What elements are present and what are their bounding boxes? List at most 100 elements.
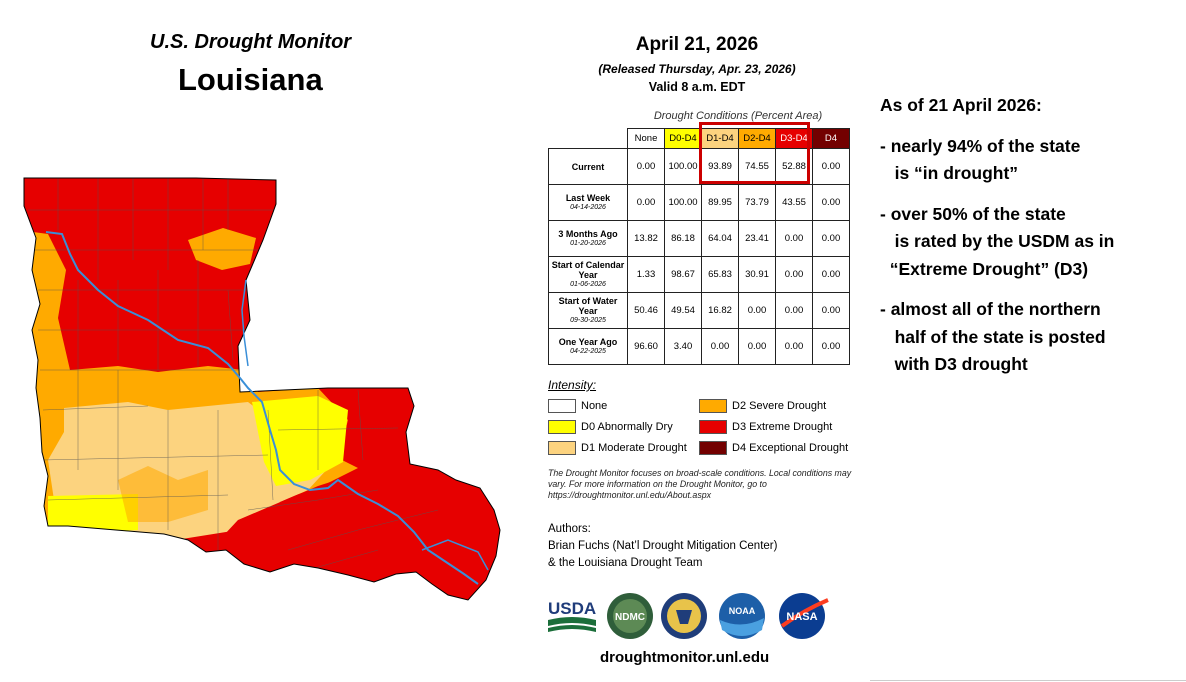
- table-cell: 30.91: [738, 256, 776, 293]
- table-cell: 0.00: [812, 328, 850, 365]
- legend-item-d2: D2 Severe Drought: [699, 399, 826, 413]
- row-label: Start of Calendar Year 01-06-2026: [548, 256, 628, 293]
- row-label: Start of Water Year 09-30-2025: [548, 292, 628, 329]
- table-row: Last Week 04-14-2026 0.00 100.00 89.95 73.79 4…: [548, 184, 850, 221]
- louisiana-drought-map: [23, 177, 501, 601]
- table-cell: 23.41: [738, 220, 776, 257]
- table-cell: 43.55: [775, 184, 813, 221]
- nasa-logo-text: NASA: [786, 611, 817, 623]
- col-d3-d4: D3-D4: [775, 128, 813, 149]
- table-cell: 49.54: [664, 292, 702, 329]
- table-row: One Year Ago 04-22-2025 96.60 3.40 0.00 0.00 0…: [548, 328, 850, 365]
- note-line: half of the state is posted: [880, 326, 1106, 347]
- legend-item-d4: D4 Exceptional Drought: [699, 441, 848, 455]
- table-cell: 0.00: [627, 148, 665, 185]
- table-cell: 50.46: [627, 292, 665, 329]
- table-cell: 0.00: [812, 292, 850, 329]
- table-cell: 52.88: [775, 148, 813, 185]
- note-line: - over 50% of the state: [880, 203, 1066, 224]
- legend-label: None: [581, 400, 608, 412]
- row-date: 09-30-2025: [570, 317, 606, 324]
- note-line: is rated by the USDM as in: [880, 231, 1115, 251]
- row-date: 04-14-2026: [570, 204, 606, 211]
- table-cell: 0.00: [775, 328, 813, 365]
- row-label: Current: [548, 148, 628, 185]
- table-cell: 0.00: [627, 184, 665, 221]
- source-url[interactable]: droughtmonitor.unl.edu: [600, 649, 770, 666]
- table-cell: 0.00: [775, 292, 813, 329]
- current-d1-d3-highlight: [699, 122, 810, 184]
- row-label: 3 Months Ago 01-20-2026: [548, 220, 628, 257]
- table-cell: 96.60: [627, 328, 665, 365]
- row-date: 04-22-2025: [570, 348, 606, 355]
- authors-block: Authors: Brian Fuchs (Nat’l Drought Miti…: [548, 521, 777, 572]
- table-cell: 64.04: [701, 220, 739, 257]
- legend-label: D2 Severe Drought: [732, 400, 827, 412]
- table-row: Start of Calendar Year 01-06-2026 1.33 98.6…: [548, 256, 850, 293]
- table-cell: 89.95: [701, 184, 739, 221]
- table-row: Start of Water Year 09-30-2025 50.46 49.54 1…: [548, 292, 850, 329]
- noaa-logo: NOAA: [719, 593, 765, 639]
- note-item: - over 50% of the state is rated by the …: [880, 201, 1180, 284]
- legend-swatch: [548, 399, 576, 413]
- table-cell: 100.00: [664, 184, 702, 221]
- legend-swatch: [699, 441, 727, 455]
- table-cell: 65.83: [701, 256, 739, 293]
- table-cell: 0.00: [812, 220, 850, 257]
- table-cell: 0.00: [775, 220, 813, 257]
- legend-item-none: None: [548, 399, 607, 413]
- notes-heading: As of 21 April 2026:: [880, 95, 1042, 115]
- table-row: Current 0.00 100.00 93.89 74.55 52.88 0.00: [548, 148, 850, 185]
- drought-conditions-table: None D0-D4 D1-D4 D2-D4 D3-D4 D4 Current 0…: [548, 128, 850, 365]
- table-title: Drought Conditions (Percent Area): [653, 110, 823, 122]
- legend-label: D0 Abnormally Dry: [581, 421, 673, 433]
- table-header-row: None D0-D4 D1-D4 D2-D4 D3-D4 D4: [549, 128, 850, 149]
- table-cell: 98.67: [664, 256, 702, 293]
- row-label-text: Start of Water Year: [558, 296, 618, 316]
- note-line: is “in drought”: [880, 163, 1019, 183]
- ndmc-logo-text: NDMC: [615, 612, 645, 623]
- authors-label: Authors:: [548, 523, 591, 535]
- row-label: Last Week 04-14-2026: [548, 184, 628, 221]
- legend-title: Intensity:: [548, 378, 597, 392]
- table-row: 3 Months Ago 01-20-2026 13.82 86.18 64.04 23.…: [548, 220, 850, 257]
- ndmc-logo: NDMC: [607, 593, 653, 639]
- table-cell: 0.00: [701, 328, 739, 365]
- row-label-text: Start of Calendar Year: [551, 260, 625, 280]
- row-date: 01-20-2026: [570, 240, 606, 247]
- note-line: - nearly 94% of the state: [880, 135, 1081, 156]
- release-date: (Released Thursday, Apr. 23, 2026): [598, 62, 796, 76]
- row-label-text: One Year Ago: [558, 337, 618, 347]
- legend-swatch: [548, 420, 576, 434]
- note-item: - almost all of the northern half of the…: [880, 296, 1180, 379]
- map-date: April 21, 2026: [635, 34, 759, 55]
- table-cell: 0.00: [738, 328, 776, 365]
- doc-seal-logo: [661, 593, 707, 639]
- table-cell: 0.00: [812, 256, 850, 293]
- row-label: One Year Ago 04-22-2025: [548, 328, 628, 365]
- legend-label: D4 Exceptional Drought: [732, 442, 849, 454]
- legend-item-d3: D3 Extreme Drought: [699, 420, 832, 434]
- table-cell: 86.18: [664, 220, 702, 257]
- usda-logo-text: USDA: [548, 599, 596, 618]
- col-none: None: [627, 128, 665, 149]
- valid-time: Valid 8 a.m. EDT: [648, 80, 746, 94]
- legend-item-d0: D0 Abnormally Dry: [548, 420, 673, 434]
- legend-swatch: [699, 420, 727, 434]
- table-cell: 3.40: [664, 328, 702, 365]
- note-line: with D3 drought: [880, 354, 1028, 374]
- table-cell: 13.82: [627, 220, 665, 257]
- table-cell: 100.00: [664, 148, 702, 185]
- author-line: Brian Fuchs (Nat’l Drought Mitigation Ce…: [548, 540, 778, 552]
- note-line: - almost all of the northern: [880, 299, 1101, 319]
- row-label-text: Current: [571, 161, 605, 172]
- author-line: & the Louisiana Drought Team: [548, 557, 703, 569]
- table-cell: 0.00: [738, 292, 776, 329]
- col-d1-d4: D1-D4: [701, 128, 739, 149]
- table-cell: 0.00: [812, 148, 850, 185]
- summary-notes: As of 21 April 2026: - nearly 94% of the…: [880, 92, 1180, 379]
- legend-swatch: [699, 399, 727, 413]
- noaa-logo-text: NOAA: [729, 606, 756, 616]
- usda-logo: USDA: [548, 599, 596, 632]
- table-cell: 0.00: [775, 256, 813, 293]
